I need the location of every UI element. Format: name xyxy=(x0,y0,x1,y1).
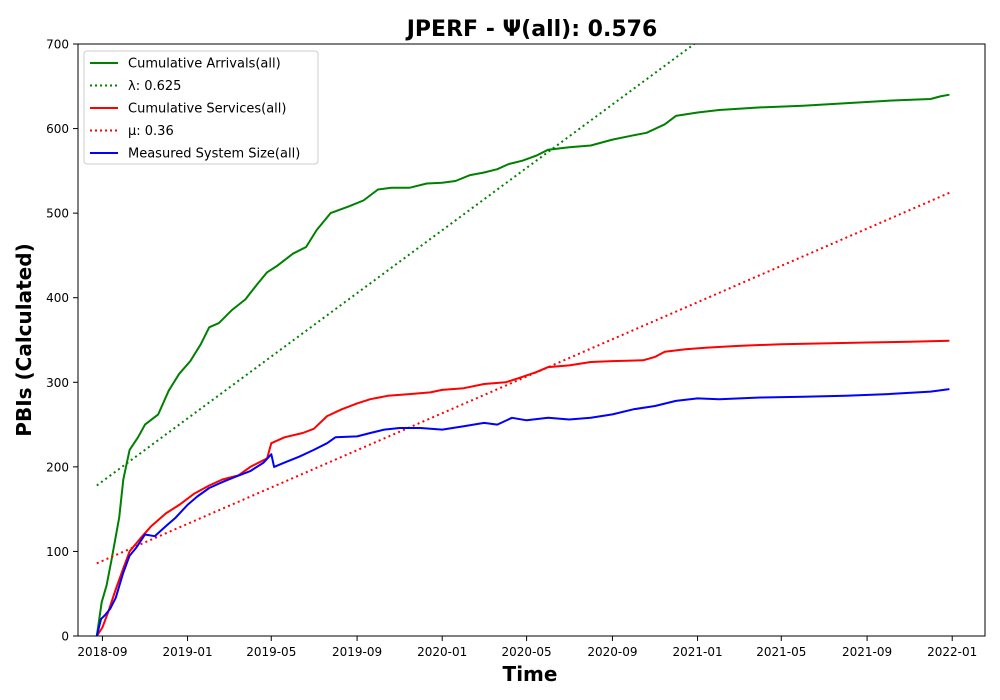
chart-title: JPERF - Ψ(all): 0.576 xyxy=(405,17,658,42)
x-tick-label: 2021-01 xyxy=(672,645,722,659)
series-line-3 xyxy=(96,191,950,565)
legend-label: λ: 0.625 xyxy=(128,79,181,94)
y-tick-label: 500 xyxy=(46,207,69,221)
x-tick-label: 2021-05 xyxy=(756,645,806,659)
y-axis-label: PBIs (Calculated) xyxy=(12,243,36,436)
legend-box xyxy=(83,50,319,165)
x-tick-label: 2020-05 xyxy=(502,645,552,659)
x-tick-label: 2022-01 xyxy=(927,645,977,659)
x-axis-ticks: 2018-09 2019-01 2019-05 2019-09 2020-01 2020-… xyxy=(77,636,977,659)
x-tick-label: 2019-09 xyxy=(332,645,382,659)
series-line-2 xyxy=(95,339,950,636)
x-tick-label: 2020-09 xyxy=(587,645,637,659)
y-tick-label: 0 xyxy=(61,630,69,644)
series-layer xyxy=(95,44,950,636)
x-axis-label: Time xyxy=(503,662,558,686)
series-line-4 xyxy=(95,388,950,636)
legend: Cumulative Arrivals(all) λ: 0.625 Cumulati… xyxy=(83,50,319,165)
y-tick-label: 200 xyxy=(46,460,69,474)
legend-label: μ: 0.36 xyxy=(128,124,174,139)
legend-label: Measured System Size(all) xyxy=(128,147,300,162)
y-tick-label: 600 xyxy=(46,122,69,136)
y-axis-ticks: 0 100 200 300 400 500 600 700 xyxy=(46,38,78,644)
series-line-0 xyxy=(95,93,950,636)
y-tick-label: 100 xyxy=(46,545,69,559)
x-tick-label: 2020-01 xyxy=(417,645,467,659)
y-tick-label: 700 xyxy=(46,38,69,52)
x-tick-label: 2021-09 xyxy=(842,645,892,659)
legend-label: Cumulative Arrivals(all) xyxy=(128,57,281,72)
legend-label: Cumulative Services(all) xyxy=(128,102,286,117)
x-tick-label: 2018-09 xyxy=(77,645,127,659)
plot-frame xyxy=(77,43,986,637)
x-tick-label: 2019-01 xyxy=(162,645,212,659)
y-tick-label: 300 xyxy=(46,376,69,390)
x-tick-label: 2019-05 xyxy=(246,645,296,659)
y-tick-label: 400 xyxy=(46,291,69,305)
